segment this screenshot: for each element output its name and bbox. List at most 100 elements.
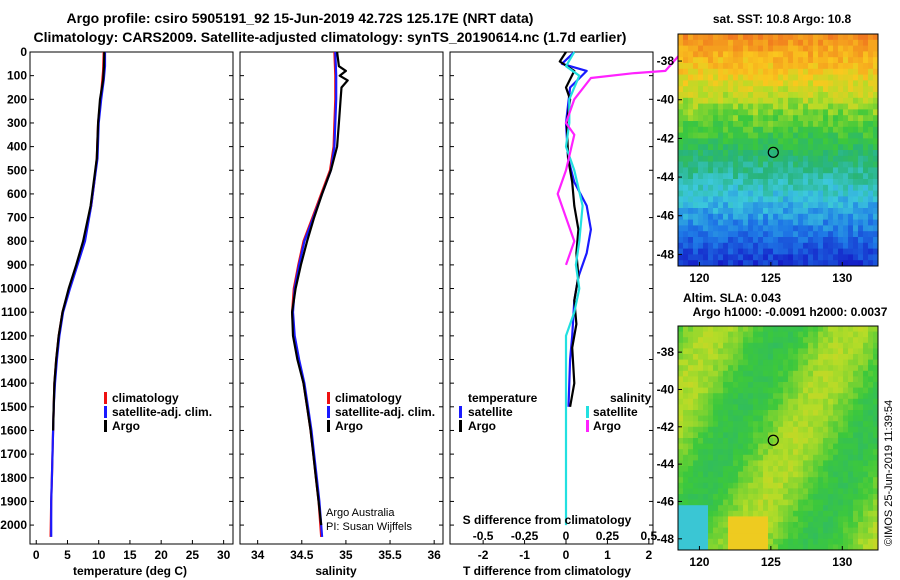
map-cell bbox=[853, 460, 859, 467]
series-line-t-argo bbox=[558, 51, 580, 407]
legend-label-t-argo: Argo bbox=[468, 419, 496, 433]
map-cell bbox=[718, 34, 724, 41]
map-cell bbox=[768, 184, 774, 191]
map-cell bbox=[853, 248, 859, 255]
map-cell bbox=[678, 219, 684, 226]
map-cell bbox=[683, 466, 689, 472]
map-cell bbox=[783, 410, 789, 416]
map-cell bbox=[863, 331, 869, 338]
map-y-tick-label: -46 bbox=[657, 494, 675, 508]
map-cell bbox=[843, 370, 849, 377]
map-cell bbox=[818, 39, 824, 46]
map-cell bbox=[863, 432, 869, 439]
map-cell bbox=[758, 516, 764, 523]
map-cell bbox=[773, 522, 779, 528]
map-cell bbox=[798, 337, 804, 344]
map-y-tick-label: -44 bbox=[657, 457, 675, 471]
map-cell bbox=[768, 499, 774, 506]
map-cell bbox=[858, 97, 864, 104]
map-cell bbox=[723, 382, 729, 388]
map-cell bbox=[793, 533, 799, 540]
map-cell bbox=[678, 155, 684, 162]
map-cell bbox=[758, 167, 764, 174]
map-cell bbox=[808, 248, 814, 255]
map-cell bbox=[783, 109, 789, 116]
map-cell bbox=[813, 74, 819, 81]
map-cell bbox=[763, 150, 769, 157]
map-cell bbox=[723, 225, 729, 232]
map-cell bbox=[818, 121, 824, 128]
map-cell bbox=[868, 92, 874, 99]
map-cell bbox=[693, 97, 699, 104]
map-cell bbox=[738, 254, 744, 261]
map-cell bbox=[838, 144, 844, 151]
map-cell bbox=[828, 359, 834, 366]
map-cell bbox=[823, 443, 829, 450]
map-cell bbox=[843, 219, 849, 226]
map-cell bbox=[708, 202, 714, 209]
map-cell bbox=[793, 522, 799, 528]
map-cell bbox=[858, 132, 864, 139]
map-cell bbox=[773, 426, 779, 433]
map-cell bbox=[763, 34, 769, 41]
map-cell bbox=[698, 150, 704, 157]
map-cell bbox=[818, 225, 824, 232]
map-cell bbox=[818, 254, 824, 261]
map-cell bbox=[823, 86, 829, 93]
map-cell bbox=[823, 237, 829, 244]
map-cell bbox=[798, 454, 804, 461]
map-cell bbox=[828, 155, 834, 162]
map-cell bbox=[748, 184, 754, 191]
map-cell bbox=[728, 45, 734, 52]
map-cell bbox=[793, 449, 799, 456]
map-cell bbox=[868, 39, 874, 46]
map-cell bbox=[678, 365, 684, 372]
map-cell bbox=[783, 342, 789, 349]
map-cell bbox=[728, 494, 734, 500]
map-cell bbox=[783, 326, 789, 332]
map-cell bbox=[803, 121, 809, 128]
map-cell bbox=[873, 376, 879, 383]
map-cell bbox=[698, 426, 704, 433]
map-cell bbox=[743, 68, 749, 75]
map-cell bbox=[843, 387, 849, 394]
map-cell bbox=[788, 393, 794, 400]
map-cell bbox=[803, 51, 809, 58]
map-cell bbox=[713, 138, 719, 145]
map-cell bbox=[803, 387, 809, 394]
map-cell bbox=[778, 34, 784, 41]
map-cell bbox=[768, 471, 774, 478]
map-cell bbox=[793, 370, 799, 377]
map-cell bbox=[813, 219, 819, 226]
map-cell bbox=[778, 202, 784, 209]
map-cell bbox=[833, 426, 839, 433]
map-cell bbox=[693, 438, 699, 444]
map-cell bbox=[873, 415, 879, 422]
map-cell bbox=[678, 202, 684, 209]
map-cell bbox=[733, 86, 739, 93]
map-cell bbox=[823, 184, 829, 191]
map-cell bbox=[853, 144, 859, 151]
map-cell bbox=[718, 86, 724, 93]
map-cell bbox=[723, 57, 729, 64]
map-cell bbox=[773, 421, 779, 428]
map-cell bbox=[788, 454, 794, 461]
map-cell bbox=[728, 387, 734, 394]
map-cell bbox=[843, 482, 849, 489]
map-cell bbox=[758, 421, 764, 428]
map-cell bbox=[843, 144, 849, 151]
map-cell bbox=[793, 132, 799, 139]
map-cell bbox=[718, 398, 724, 405]
map-cell bbox=[683, 45, 689, 52]
map-cell bbox=[803, 57, 809, 64]
map-cell bbox=[678, 410, 684, 416]
map-cell bbox=[853, 516, 859, 523]
map-cell bbox=[853, 109, 859, 116]
map-cell bbox=[788, 184, 794, 191]
map-cell bbox=[728, 51, 734, 58]
map-cell bbox=[823, 404, 829, 411]
map-cell bbox=[843, 326, 849, 332]
map-cell bbox=[773, 505, 779, 512]
map-cell bbox=[813, 510, 819, 517]
map-cell bbox=[688, 404, 694, 411]
